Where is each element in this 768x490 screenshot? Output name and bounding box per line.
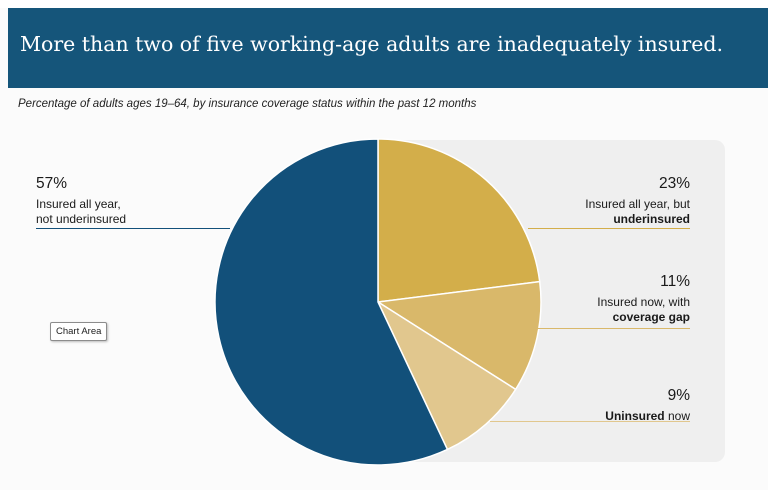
label-underinsured-pct: 23%	[658, 175, 690, 192]
chart-title: More than two of five working-age adults…	[20, 32, 723, 56]
label-gap-line1: Insured now, with	[597, 295, 690, 310]
slice-uninsured[interactable]	[376, 299, 517, 451]
leader-line-coverage-gap	[538, 328, 690, 329]
label-gap-line2: coverage gap	[612, 310, 690, 325]
leader-line-insured	[36, 228, 230, 229]
top-strip	[0, 0, 768, 8]
label-insured-all-year: 57% Insured all year, not underinsured	[36, 174, 126, 227]
leader-line-uninsured	[490, 421, 690, 422]
label-underinsured-line1: Insured all year, but	[585, 197, 690, 212]
label-uninsured-bold: Uninsured	[605, 409, 665, 424]
slice-underinsured[interactable]	[377, 138, 541, 303]
label-gap-pct: 11%	[660, 273, 690, 290]
label-uninsured-rest: now	[664, 409, 690, 424]
chart-subtitle: Percentage of adults ages 19–64, by insu…	[18, 98, 477, 110]
label-uninsured: 9% Uninsured now	[605, 386, 690, 424]
leader-line-underinsured	[528, 228, 690, 229]
slice-coverage-gap[interactable]	[375, 280, 542, 391]
slice-insured-all-year[interactable]	[214, 138, 449, 466]
label-insured-line2: not underinsured	[36, 212, 127, 227]
label-underinsured: 23% Insured all year, but underinsured	[585, 174, 690, 227]
label-uninsured-pct: 9%	[667, 387, 690, 404]
chart-area-tooltip: Chart Area	[50, 322, 108, 341]
label-insured-line1: Insured all year,	[36, 197, 121, 212]
chart-header: More than two of five working-age adults…	[8, 8, 768, 88]
label-coverage-gap: 11% Insured now, with coverage gap	[597, 272, 690, 325]
label-underinsured-line2: underinsured	[613, 212, 690, 227]
label-insured-pct: 57%	[36, 175, 68, 192]
